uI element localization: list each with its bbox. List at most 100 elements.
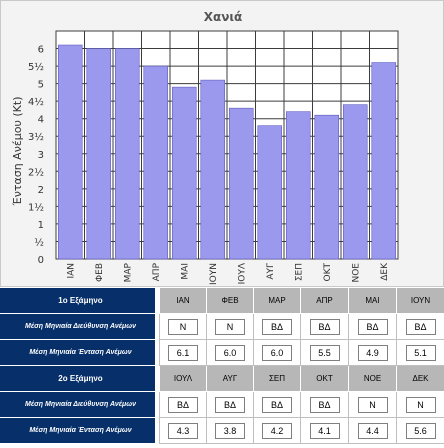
intensity-cell: 4.9 — [348, 340, 396, 366]
month-header: ΙΟΥΛ — [159, 366, 206, 392]
intensity-value: 5.6 — [405, 422, 436, 439]
direction-value: ΒΔ — [309, 396, 340, 413]
intensity-cell: 3.8 — [206, 418, 253, 444]
direction-cell: ΒΔ — [348, 314, 396, 340]
spacer — [155, 314, 159, 340]
intensity-value: 4.4 — [357, 422, 388, 439]
x-axis-ticks: ΙΑΝ ΦΕΒ ΜΑΡ ΑΠΡ ΜΑΙ ΙΟΥΝ ΙΟΥΛ ΑΥΓ ΣΕΠ ΟΚΤ ΝΟΕ ΔΕΚ — [66, 262, 390, 285]
y-tick-label: 1½ — [28, 201, 44, 213]
x-tick-label: ΑΠΡ — [152, 262, 162, 281]
intensity-cell: 6.0 — [253, 340, 300, 366]
y-tick-label: 2½ — [28, 166, 44, 178]
bar-5 — [171, 86, 197, 260]
intensity-cell: 5.5 — [300, 340, 348, 366]
month-header: ΑΠΡ — [300, 288, 348, 314]
direction-cell: ΒΔ — [253, 314, 300, 340]
monthly-wind-table: 1ο Εξάμηνο ΙΑΝ ΦΕΒ ΜΑΡ ΑΠΡ ΜΑΙ ΙΟΥΝ Μέση… — [0, 288, 444, 444]
semester1-direction-row: Μέση Μηνιαία Διεύθυνση Ανέμων N N ΒΔ ΒΔ … — [0, 314, 444, 340]
month-header: ΑΥΓ — [206, 366, 253, 392]
direction-row-label: Μέση Μηνιαία Διεύθυνση Ανέμων — [0, 392, 155, 418]
semester1-intensity-row: Μέση Μηνιαία Ένταση Ανέμων 6.1 6.0 6.0 5… — [0, 340, 444, 366]
direction-value: ΒΔ — [405, 318, 436, 335]
y-tick-label: 0 — [38, 255, 44, 266]
intensity-value: 5.5 — [309, 344, 340, 361]
semester2-direction-row: Μέση Μηνιαία Διεύθυνση Ανέμων ΒΔ ΒΔ ΒΔ Β… — [0, 392, 444, 418]
intensity-cell: 4.1 — [300, 418, 348, 444]
x-tick-label: ΙΟΥΛ — [237, 262, 247, 284]
month-header: ΜΑΡ — [253, 288, 300, 314]
intensity-value: 3.8 — [215, 422, 245, 439]
intensity-cell: 6.0 — [206, 340, 253, 366]
direction-cell: ΒΔ — [206, 392, 253, 418]
intensity-value: 6.0 — [215, 344, 245, 361]
direction-cell: ΒΔ — [300, 314, 348, 340]
direction-value: ΒΔ — [262, 318, 292, 335]
x-tick-label: ΔΕΚ — [380, 262, 390, 281]
spacer — [155, 340, 159, 366]
month-header: ΙΟΥΝ — [396, 288, 444, 314]
intensity-cell: 5.6 — [396, 418, 444, 444]
chart-panel: 0 ½ 1 1½ 2 2½ 3 3½ 4 4½ 5 5½ 6 ΙΑΝ ΦΕΒ ΜΑΡ ΑΠΡ ΜΑΙ ΙΟΥΝ ΙΟ… — [0, 0, 444, 287]
semester2-header-row: 2ο Εξάμηνο ΙΟΥΛ ΑΥΓ ΣΕΠ ΟΚΤ ΝΟΕ ΔΕΚ — [0, 366, 444, 392]
month-header: ΣΕΠ — [253, 366, 300, 392]
bar-2 — [86, 48, 112, 260]
x-tick-label: ΙΟΥΝ — [209, 263, 219, 285]
x-tick-label: ΜΑΡ — [123, 262, 133, 282]
direction-cell: ΒΔ — [396, 314, 444, 340]
x-tick-label: ΦΕΒ — [95, 263, 105, 282]
bar-11 — [342, 104, 368, 260]
y-axis-ticks: 0 ½ 1 1½ 2 2½ 3 3½ 4 4½ 5 5½ 6 — [28, 45, 44, 266]
intensity-cell: 4.4 — [348, 418, 396, 444]
direction-value: ΒΔ — [357, 318, 388, 335]
bar-10 — [314, 114, 340, 260]
intensity-cell: 4.3 — [159, 418, 206, 444]
direction-cell: N — [206, 314, 253, 340]
direction-cell: ΒΔ — [159, 392, 206, 418]
y-tick-label: 4½ — [28, 96, 44, 108]
intensity-value: 4.1 — [309, 422, 340, 439]
y-tick-label: 3 — [38, 150, 44, 161]
bar-4 — [143, 65, 169, 260]
intensity-value: 4.2 — [262, 422, 292, 439]
direction-cell: ΒΔ — [300, 392, 348, 418]
x-tick-label: ΜΑΙ — [180, 263, 190, 280]
x-tick-label: ΣΕΠ — [294, 263, 304, 281]
month-header: ΦΕΒ — [206, 288, 253, 314]
direction-value: ΒΔ — [309, 318, 340, 335]
y-tick-label: ½ — [34, 236, 44, 248]
direction-value: ΒΔ — [215, 396, 245, 413]
direction-cell: N — [348, 392, 396, 418]
bar-7 — [228, 107, 254, 260]
intensity-cell: 4.2 — [253, 418, 300, 444]
y-axis-label: Ένταση Ανέμου (Kt) — [11, 97, 24, 207]
intensity-value: 4.3 — [168, 422, 198, 439]
direction-cell: N — [159, 314, 206, 340]
semester2-intensity-row: Μέση Μηνιαία Ένταση Ανέμων 4.3 3.8 4.2 4… — [0, 418, 444, 444]
x-tick-label: ΟΚΤ — [323, 262, 333, 281]
intensity-row-label: Μέση Μηνιαία Ένταση Ανέμων — [0, 418, 155, 444]
y-tick-label: 4 — [38, 115, 44, 126]
intensity-value: 6.0 — [262, 344, 292, 361]
y-tick-label: 6 — [38, 45, 44, 56]
x-tick-label: ΝΟΕ — [351, 263, 361, 283]
spacer — [155, 392, 159, 418]
semester1-label: 1ο Εξάμηνο — [0, 288, 155, 314]
intensity-value: 6.1 — [168, 344, 198, 361]
intensity-cell: 5.1 — [396, 340, 444, 366]
chart-title: Χανιά — [204, 10, 243, 24]
direction-cell: N — [396, 392, 444, 418]
bars — [57, 44, 397, 260]
bar-chart: 0 ½ 1 1½ 2 2½ 3 3½ 4 4½ 5 5½ 6 ΙΑΝ ΦΕΒ ΜΑΡ ΑΠΡ ΜΑΙ ΙΟΥΝ ΙΟ… — [11, 10, 399, 285]
bar-3 — [114, 48, 140, 260]
y-tick-label: 1 — [38, 220, 44, 231]
x-tick-label: ΙΑΝ — [66, 263, 76, 279]
spacer — [155, 288, 159, 314]
direction-value: ΒΔ — [168, 396, 198, 413]
semester2-label: 2ο Εξάμηνο — [0, 366, 155, 392]
month-header: ΟΚΤ — [300, 366, 348, 392]
grid — [55, 31, 399, 260]
semester1-header-row: 1ο Εξάμηνο ΙΑΝ ΦΕΒ ΜΑΡ ΑΠΡ ΜΑΙ ΙΟΥΝ — [0, 288, 444, 314]
direction-value: ΒΔ — [262, 396, 292, 413]
bar-9 — [285, 111, 311, 260]
intensity-row-label: Μέση Μηνιαία Ένταση Ανέμων — [0, 340, 155, 366]
